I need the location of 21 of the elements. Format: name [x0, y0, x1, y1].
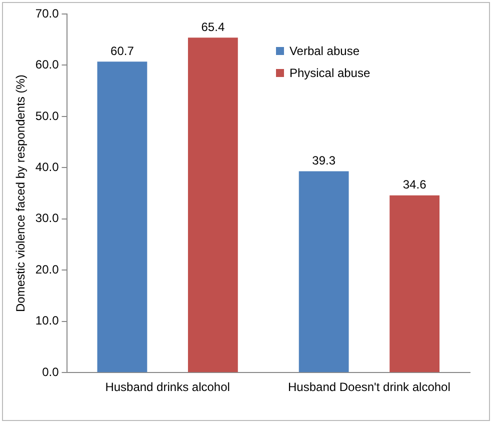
data-label: 39.3	[312, 154, 336, 168]
legend-label: Verbal abuse	[289, 44, 360, 58]
y-tick-label: 10.0	[35, 314, 60, 328]
bar	[97, 62, 148, 372]
y-tick-label: 20.0	[35, 262, 60, 276]
legend-label: Physical abuse	[289, 66, 370, 80]
y-tick-label: 40.0	[35, 160, 60, 174]
data-label: 34.6	[402, 178, 427, 192]
bar	[188, 38, 238, 372]
y-axis-title: Domestic violence faced by respondents (%)	[14, 74, 28, 312]
y-tick-label: 60.0	[35, 58, 60, 72]
data-label: 65.4	[201, 20, 225, 34]
y-tick-label: 70.0	[35, 6, 60, 20]
data-label: 60.7	[110, 44, 134, 58]
y-tick-label: 0.0	[42, 364, 60, 379]
bar	[298, 171, 349, 372]
x-tick-label: Husband drinks alcohol	[105, 380, 230, 394]
bar	[390, 195, 440, 372]
x-tick-label: Husband Doesn't drink alcohol	[288, 380, 450, 394]
y-tick-label: 30.0	[35, 211, 60, 226]
y-tick-label: 50.0	[35, 108, 60, 123]
